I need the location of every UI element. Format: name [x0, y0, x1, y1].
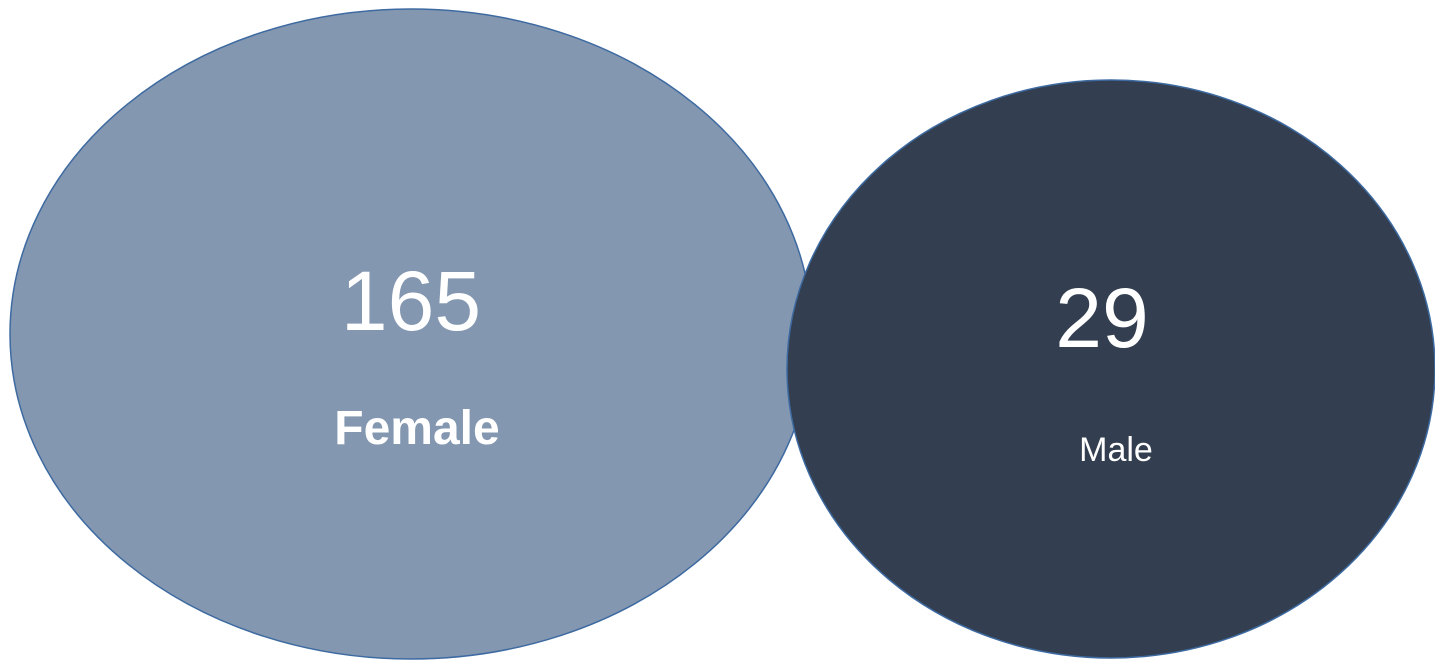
female-count: 165	[341, 254, 481, 348]
male-count: 29	[1055, 271, 1148, 365]
female-label: Female	[334, 402, 499, 455]
female-bubble: 165 Female	[9, 8, 813, 660]
male-label: Male	[1079, 431, 1153, 469]
male-circle	[786, 79, 1435, 659]
male-bubble: 29 Male	[786, 79, 1435, 659]
